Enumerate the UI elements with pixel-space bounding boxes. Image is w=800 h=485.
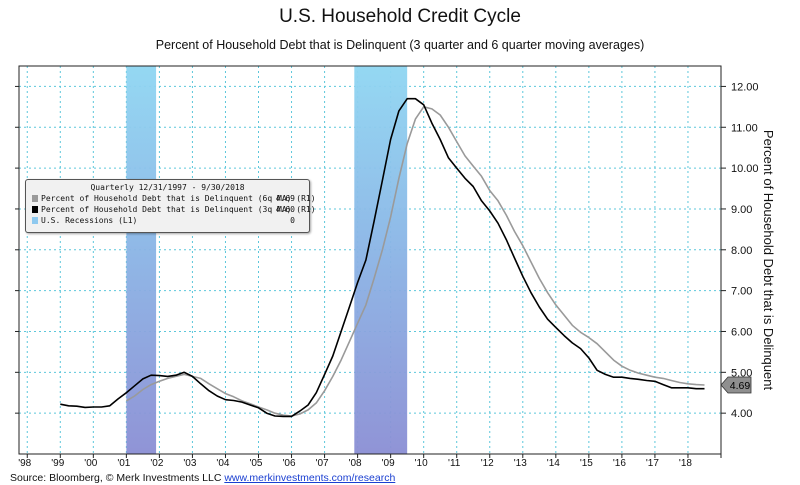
x-tick-label: '16 — [613, 458, 626, 469]
legend-value-3q: 4.60 — [275, 205, 295, 214]
x-tick-label: '12 — [481, 458, 494, 469]
x-tick-label: '98 — [18, 458, 31, 469]
source-note: Source: Bloomberg, © Merk Investments LL… — [10, 472, 395, 484]
legend-label-6q: Percent of Household Debt that is Delinq… — [41, 194, 316, 203]
x-tick-label: '17 — [646, 458, 659, 469]
x-tick-label: '11 — [448, 458, 461, 469]
x-tick-label: '08 — [349, 458, 362, 469]
series-line-6q — [125, 106, 705, 417]
legend-label-recessions: U.S. Recessions (L1) — [41, 216, 138, 225]
legend-box: Quarterly 12/31/1997 - 9/30/2018 Percent… — [25, 179, 316, 233]
x-tick-label: '00 — [84, 458, 97, 469]
legend-swatch-recessions — [32, 217, 38, 224]
recession-band — [354, 66, 408, 454]
x-tick-label: '18 — [679, 458, 692, 469]
y-tick-label: 8.00 — [731, 245, 752, 257]
y-tick-label: 11.00 — [731, 122, 758, 134]
recession-band — [126, 66, 157, 454]
y-tick-label: 6.00 — [731, 326, 752, 338]
x-tick-label: '04 — [216, 458, 229, 469]
y-tick-label: 12.00 — [731, 81, 759, 93]
x-tick-label: '06 — [283, 458, 296, 469]
chart-title: U.S. Household Credit Cycle — [279, 6, 521, 27]
series-line-3q — [60, 97, 705, 418]
legend-header: Quarterly 12/31/1997 - 9/30/2018 — [90, 183, 245, 192]
y-tick-label: 9.00 — [731, 204, 752, 216]
source-text: Source: Bloomberg, © Merk Investments LL… — [10, 472, 225, 484]
y-tick-label: 4.00 — [731, 408, 752, 420]
chart-subtitle: Percent of Household Debt that is Delinq… — [155, 38, 645, 52]
y-tick-label: 7.00 — [731, 286, 752, 298]
x-tick-label: '13 — [514, 458, 527, 469]
legend-item-3q: Percent of Household Debt that is Delinq… — [26, 204, 316, 215]
legend-item-recessions: U.S. Recessions (L1) 0 — [26, 215, 309, 226]
x-tick-label: '99 — [51, 458, 64, 469]
legend-value-6q: 4.69 — [275, 194, 295, 203]
x-tick-label: '03 — [183, 458, 196, 469]
x-tick-label: '10 — [415, 458, 428, 469]
legend-label-3q: Percent of Household Debt that is Delinq… — [41, 205, 316, 214]
last-value-label: 4.69 — [730, 380, 751, 392]
x-tick-label: '09 — [382, 458, 395, 469]
last-value-tag — [720, 376, 752, 394]
source-link[interactable]: www.merkinvestments.com/research — [224, 472, 396, 484]
legend-value-recessions: 0 — [290, 216, 295, 225]
y-tick-label: 5.00 — [731, 367, 752, 379]
legend-swatch-6q — [32, 195, 38, 202]
legend-swatch-3q — [32, 206, 38, 213]
y-axis-label: Percent of Household Debt that is Delinq… — [761, 130, 776, 391]
x-tick-label: '14 — [547, 458, 560, 469]
x-tick-label: '07 — [316, 458, 329, 469]
x-tick-label: '15 — [580, 458, 593, 469]
y-tick-label: 10.00 — [731, 163, 759, 175]
plot-frame — [18, 65, 722, 455]
x-tick-label: '05 — [249, 458, 262, 469]
legend-item-6q: Percent of Household Debt that is Delinq… — [26, 193, 316, 204]
x-tick-label: '02 — [150, 458, 163, 469]
x-tick-label: '01 — [117, 458, 130, 469]
